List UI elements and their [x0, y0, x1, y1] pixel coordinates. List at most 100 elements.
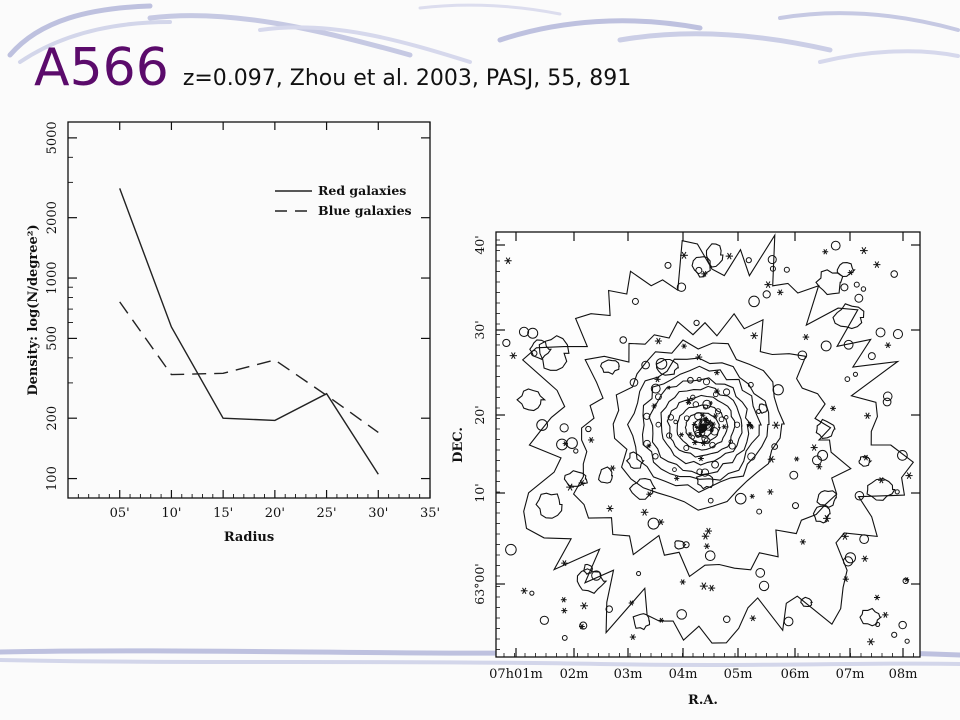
circle-marker: [561, 635, 568, 641]
asterisk-marker: [654, 376, 661, 383]
circle-marker: [852, 371, 859, 377]
circle-marker: [767, 255, 777, 265]
asterisk-marker: [680, 251, 688, 259]
asterisk-marker: [771, 421, 780, 429]
circle-marker: [853, 281, 860, 288]
asterisk-stroke: [704, 543, 709, 550]
circle-marker: [830, 240, 841, 251]
asterisk-stroke: [562, 607, 567, 614]
density-plot-y-label: Density: log(N/degree²): [26, 224, 41, 395]
circle-marker: [505, 543, 517, 556]
circle-marker: [844, 376, 851, 383]
asterisk-marker: [701, 270, 708, 277]
mid-contour: [572, 312, 852, 578]
asterisk-stroke: [522, 587, 527, 594]
circle-marker: [769, 265, 776, 272]
circle-marker: [647, 517, 660, 530]
circle-marker: [690, 394, 696, 401]
asterisk-marker: [560, 596, 567, 603]
asterisk-marker: [580, 602, 588, 610]
circle-marker: [867, 352, 876, 361]
circle-marker: [579, 621, 588, 630]
asterisk-stroke: [680, 579, 685, 585]
core-contour: [666, 394, 736, 458]
circle-marker: [756, 508, 763, 515]
core-contour: [676, 404, 729, 451]
circle-marker: [748, 295, 760, 308]
asterisk-marker: [873, 261, 881, 268]
outer-contour: [521, 233, 915, 644]
y-tick-label: 500: [45, 326, 60, 351]
asterisk-stroke: [589, 437, 594, 443]
island-contour: [859, 607, 883, 627]
circle-marker: [820, 340, 832, 352]
asterisk-marker: [692, 439, 698, 446]
x-tick-label: 35': [420, 506, 440, 521]
circle-marker: [655, 421, 662, 428]
asterisk-marker: [702, 417, 709, 423]
island-contour: [858, 455, 873, 467]
circle-marker: [745, 257, 752, 264]
asterisk-marker: [691, 422, 698, 428]
y-tick-label: 100: [45, 466, 60, 491]
circle-marker: [559, 423, 569, 433]
asterisk-stroke: [681, 251, 687, 259]
circle-marker: [696, 377, 702, 383]
circle-marker: [758, 580, 770, 592]
x-tick-label: 30': [368, 506, 388, 521]
core-contour: [641, 365, 762, 481]
ra-tick-label: 04m: [669, 667, 698, 682]
island-contour: [599, 359, 620, 375]
asterisk-stroke: [800, 539, 805, 545]
circle-marker: [530, 349, 538, 357]
asterisk-marker: [823, 514, 831, 522]
y-tick-label: 200: [45, 406, 60, 431]
island-contour: [816, 490, 837, 508]
circle-marker: [875, 327, 886, 338]
galaxy-markers: [502, 240, 913, 646]
circle-marker: [783, 266, 790, 273]
circle-marker: [714, 408, 722, 415]
circle-marker: [722, 615, 731, 624]
slide-title-row: A566 z=0.097, Zhou et al. 2003, PASJ, 55,…: [34, 38, 631, 98]
asterisk-stroke: [674, 475, 679, 481]
asterisk-marker: [698, 418, 704, 424]
asterisk-stroke: [824, 514, 830, 522]
circle-marker: [695, 266, 703, 274]
asterisk-stroke: [702, 270, 707, 277]
asterisk-marker: [695, 353, 703, 361]
island-contour: [516, 388, 547, 412]
ra-tick-label: 06m: [781, 667, 810, 682]
asterisk-stroke: [695, 425, 699, 430]
circle-marker: [683, 445, 690, 452]
asterisk-marker: [810, 444, 818, 451]
asterisk-stroke: [630, 634, 635, 640]
circle-marker: [890, 270, 898, 278]
contour-map-ticks: 07h01m 02m 03m 04m 05m 06m 07m 08m 63°00' 10' 20' 3…: [472, 232, 920, 682]
circle-marker: [791, 502, 800, 510]
asterisk-marker: [842, 576, 849, 583]
ra-tick-label: 08m: [889, 667, 918, 682]
legend-label: Blue galaxies: [318, 203, 412, 218]
asterisk-marker: [674, 475, 680, 481]
asterisk-stroke: [714, 369, 719, 376]
circle-marker: [882, 391, 893, 402]
asterisk-stroke: [811, 444, 817, 451]
asterisk-marker: [699, 582, 708, 590]
x-tick-label: 20': [265, 506, 285, 521]
circle-marker: [747, 452, 756, 461]
island-contour: [674, 540, 687, 550]
circle-marker: [755, 567, 766, 578]
circle-marker: [894, 489, 900, 495]
circle-marker: [676, 609, 687, 620]
circle-marker: [672, 467, 677, 472]
circle-marker: [527, 327, 539, 339]
series-line-red-galaxies: [119, 188, 379, 475]
asterisk-marker: [687, 431, 693, 437]
asterisk-stroke: [580, 623, 584, 630]
core-contour: [626, 357, 770, 494]
asterisk-stroke: [659, 617, 664, 623]
circle-marker: [696, 468, 703, 476]
asterisk-stroke: [693, 439, 697, 446]
asterisk-marker: [861, 555, 869, 562]
